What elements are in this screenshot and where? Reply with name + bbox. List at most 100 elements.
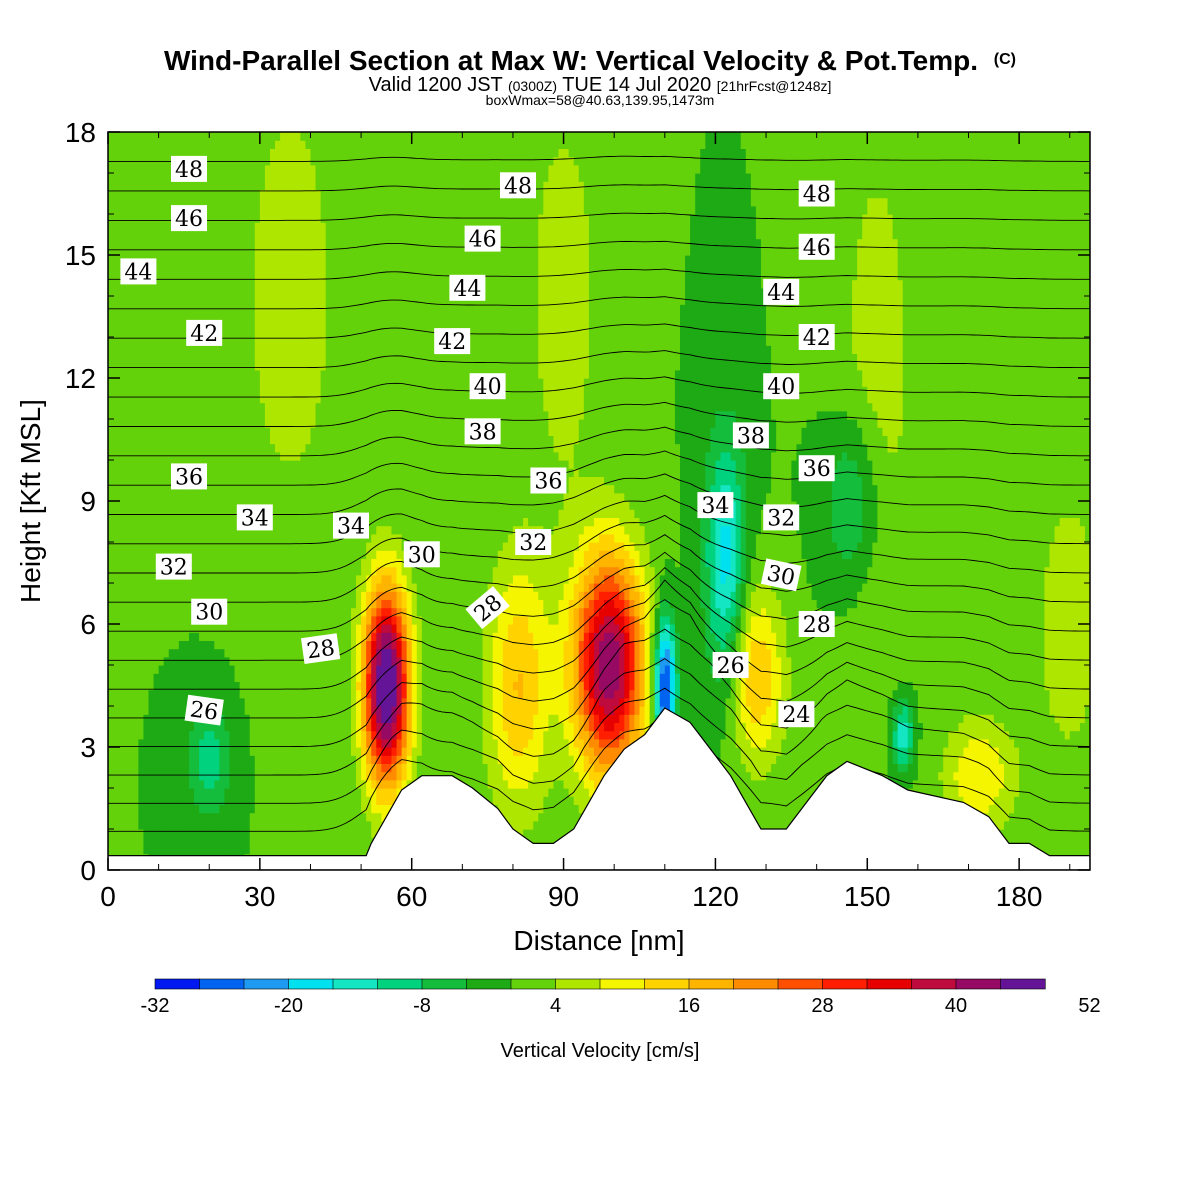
contour-label-text: 40 — [474, 375, 502, 400]
contour-label: 34 — [333, 512, 369, 540]
isentrope-26 — [108, 658, 1090, 776]
x-tick-label: 90 — [548, 881, 579, 912]
isentrope-32 — [108, 534, 1090, 603]
contour-label-text: 44 — [453, 277, 481, 302]
contour-label: 48 — [500, 172, 536, 199]
colorbar-swatch — [1000, 978, 1046, 990]
colorbar: -32 -20 -8 4 16 28 40 52 — [141, 978, 1101, 1017]
isentrope-47 — [108, 155, 1090, 162]
contour-label-text: 26 — [188, 697, 219, 726]
colorbar-tick-label: 40 — [945, 995, 967, 1017]
isentrope-27 — [108, 628, 1090, 748]
isentrope-37 — [108, 426, 1090, 457]
contour-label: 40 — [469, 373, 506, 400]
contour-label: 32 — [155, 553, 192, 581]
isentrope-41 — [108, 323, 1090, 339]
colorbar-swatch — [644, 978, 690, 990]
contour-label: 28 — [798, 611, 835, 638]
potential-temperature-contours — [108, 132, 1090, 832]
x-axis-label: Distance [nm] — [513, 925, 684, 956]
isentrope-45 — [108, 212, 1090, 221]
colorbar-swatch — [421, 978, 468, 990]
contour-label-text: 42 — [190, 322, 218, 347]
contour-label: 46 — [171, 205, 207, 232]
contour-label: 48 — [171, 155, 207, 183]
colorbar-swatch — [777, 978, 824, 990]
contour-label-text: 28 — [305, 636, 336, 665]
contour-label-text: 40 — [767, 375, 795, 400]
contour-label: 26 — [184, 694, 224, 726]
colorbar-tick-label: 28 — [811, 995, 833, 1017]
contour-label-text: 44 — [124, 260, 152, 285]
isentrope-24 — [108, 707, 1090, 832]
y-tick-label: 12 — [65, 363, 96, 394]
y-tick-label: 0 — [80, 855, 96, 886]
contour-label: 42 — [434, 328, 471, 355]
contour-label: 30 — [760, 558, 802, 591]
isentrope-46 — [108, 184, 1090, 192]
contour-label-text: 28 — [803, 613, 831, 638]
contour-label: 24 — [778, 701, 815, 728]
colorbar-swatch — [510, 978, 557, 990]
isentrope-25 — [108, 687, 1090, 804]
y-tick-label: 3 — [80, 732, 96, 763]
contour-label-text: 48 — [803, 183, 831, 208]
contour-label: 30 — [191, 598, 228, 626]
contour-label-text: 30 — [408, 543, 436, 568]
contour-label-text: 32 — [767, 506, 795, 531]
contour-label-text: 30 — [765, 561, 798, 591]
x-axis: 0 30 60 90 120 150 180 — [100, 132, 1071, 912]
colorbar-swatch — [733, 978, 779, 990]
contour-label-text: 48 — [175, 158, 203, 183]
contour-label: 40 — [763, 373, 800, 400]
colorbar-swatch — [866, 978, 913, 990]
contour-label: 46 — [464, 225, 501, 253]
chart-subtitle: Valid 1200 JST (0300Z) TUE 14 Jul 2020 [… — [369, 74, 832, 96]
contour-label-text: 36 — [803, 457, 831, 482]
x-tick-label: 30 — [244, 881, 275, 912]
contour-label-text: 34 — [241, 506, 269, 531]
copyright-mark: (C) — [994, 51, 1016, 68]
contour-label-text: 38 — [737, 424, 765, 449]
contour-label: 42 — [798, 324, 835, 351]
isentrope-36 — [108, 450, 1090, 486]
colorbar-tick-label: -32 — [141, 995, 170, 1017]
colorbar-swatch — [688, 978, 735, 990]
contour-label-text: 30 — [195, 601, 223, 626]
isentrope-28 — [108, 599, 1090, 719]
contour-label-text: 34 — [701, 494, 729, 519]
contour-label: 44 — [763, 278, 800, 306]
contour-label: 42 — [186, 319, 223, 347]
isentrope-44 — [108, 240, 1090, 251]
x-tick-label: 60 — [396, 881, 427, 912]
x-tick-label: 120 — [692, 881, 739, 912]
colorbar-swatch — [243, 978, 290, 990]
isentrope-43 — [108, 268, 1090, 280]
contour-label: 26 — [712, 652, 749, 679]
contour-label: 36 — [171, 463, 207, 490]
contour-label-text: 36 — [534, 470, 562, 495]
x-tick-label: 180 — [996, 881, 1043, 912]
colorbar-swatch — [377, 978, 423, 990]
isentrope-29 — [108, 579, 1090, 690]
terrain — [108, 707, 1090, 870]
contour-label: 32 — [515, 529, 552, 556]
contour-label: 36 — [530, 467, 567, 495]
isentrope-34 — [108, 494, 1090, 545]
contour-label-text: 38 — [469, 420, 497, 445]
contour-label: 46 — [798, 233, 835, 261]
colorbar-swatch — [555, 978, 601, 990]
colorbar-swatch — [154, 978, 201, 990]
colorbar-label: Vertical Velocity [cm/s] — [501, 1040, 700, 1062]
colorbar-tick-label: 4 — [550, 995, 561, 1017]
vertical-velocity-field — [108, 132, 1090, 870]
y-tick-label: 6 — [80, 609, 96, 640]
contour-label-text: 24 — [782, 703, 810, 728]
contour-labels: 4846444236343230262834302832363840424446… — [120, 155, 835, 728]
contour-label-text: 46 — [803, 236, 831, 261]
contour-label-text: 26 — [717, 654, 745, 679]
y-tick-label: 18 — [65, 117, 96, 148]
contour-label-text: 34 — [337, 515, 365, 540]
colorbar-swatch — [332, 978, 379, 990]
